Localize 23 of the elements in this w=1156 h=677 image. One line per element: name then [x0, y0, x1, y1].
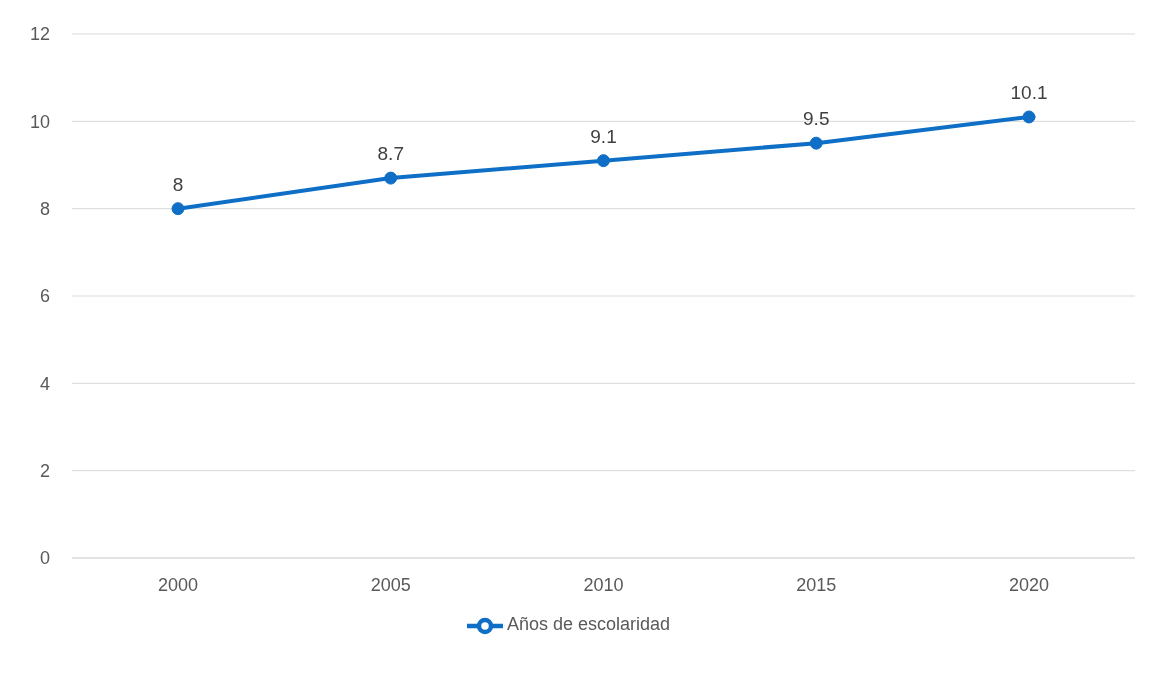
y-tick-label: 2 — [39, 461, 50, 482]
y-tick-label: 12 — [29, 24, 50, 45]
point — [809, 136, 823, 150]
point — [1022, 110, 1036, 124]
legend-label: Años de escolaridad — [506, 614, 671, 635]
x-tick-label: 2005 — [370, 574, 411, 595]
data-label: 9.1 — [590, 125, 617, 147]
x-tick-label: 2000 — [157, 574, 199, 595]
y-tick-label: 6 — [39, 286, 50, 307]
data-label: 8.7 — [377, 143, 404, 165]
x-tick-label: 2010 — [583, 574, 624, 595]
data-label: 9.5 — [803, 108, 830, 130]
point — [597, 154, 610, 168]
y-tick-label: 10 — [29, 111, 50, 132]
y-tick-label: 0 — [39, 548, 50, 569]
data-label: 10.1 — [1010, 81, 1048, 103]
point — [384, 171, 398, 185]
y-tick-label: 8 — [39, 199, 50, 220]
x-tick-label: 2020 — [1008, 574, 1050, 595]
x-tick-label: 2015 — [796, 574, 837, 595]
y-tick-label: 4 — [39, 373, 50, 394]
point — [171, 202, 185, 216]
data-label: 8 — [172, 173, 184, 195]
